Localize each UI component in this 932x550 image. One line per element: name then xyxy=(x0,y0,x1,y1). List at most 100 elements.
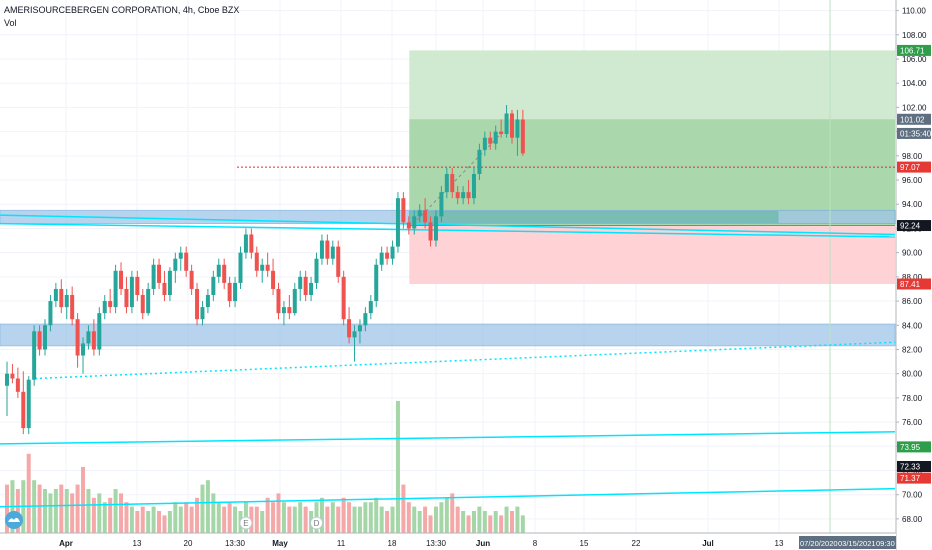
candle-body xyxy=(336,246,341,277)
candle-body xyxy=(233,282,238,302)
zones-layer xyxy=(0,0,896,533)
candle-body xyxy=(292,288,297,314)
volume-bar xyxy=(189,506,194,533)
volume-bar xyxy=(173,502,178,533)
price-badge[interactable] xyxy=(897,441,931,453)
candle-body xyxy=(162,282,167,296)
price-tick-label: 76.00 xyxy=(902,418,923,427)
time-tick-label: 13:30 xyxy=(225,539,246,548)
trendlines-layer[interactable] xyxy=(0,127,896,508)
candle-body xyxy=(15,378,20,392)
time-tick-label: 8 xyxy=(533,539,538,548)
volume-bar xyxy=(341,497,346,533)
volume-indicator-label[interactable]: Vol xyxy=(4,18,17,28)
candle-body xyxy=(265,264,270,271)
volume-bar xyxy=(64,489,69,533)
volume-bar xyxy=(216,502,221,533)
candle-body xyxy=(303,276,308,296)
symbol-title[interactable]: AMERISOURCEBERGEN CORPORATION, 4h, Cboe … xyxy=(4,5,240,15)
candle-body xyxy=(281,307,286,314)
candle-body xyxy=(439,192,444,217)
date-range-badge[interactable] xyxy=(799,536,896,549)
price-badge[interactable] xyxy=(897,44,931,56)
price-badge[interactable] xyxy=(897,220,931,232)
volume-bar xyxy=(374,497,379,533)
volume-bar xyxy=(401,484,406,533)
volume-bar xyxy=(108,497,113,533)
volume-bar xyxy=(146,511,151,533)
trendline-lower-2[interactable] xyxy=(0,487,896,508)
candle-body xyxy=(347,319,352,338)
event-marker[interactable] xyxy=(239,516,253,530)
event-marker[interactable] xyxy=(310,516,324,530)
support-zone-2 xyxy=(0,323,896,347)
candle-body xyxy=(211,276,216,296)
price-badge[interactable] xyxy=(897,113,931,125)
price-badge[interactable] xyxy=(897,161,931,173)
candle-body xyxy=(195,288,200,320)
candle-body xyxy=(178,252,183,259)
price-badge-label: 106.71 xyxy=(900,46,925,55)
trendline-upper[interactable] xyxy=(0,214,896,236)
volume-bar xyxy=(53,489,58,533)
time-axis[interactable]: Apr 13 20 13:30 May 11 18 13:30 Jun 8 15 22 Jul 13 07/… xyxy=(0,532,896,550)
candle-body xyxy=(390,246,395,259)
price-axis-background xyxy=(896,0,932,550)
candle-body xyxy=(417,210,422,217)
trendline-rising-dotted[interactable] xyxy=(34,341,896,380)
volume-bar xyxy=(178,506,183,533)
volume-bar xyxy=(390,506,395,533)
candles-layer xyxy=(5,105,525,435)
price-badge[interactable] xyxy=(897,460,931,472)
volume-bar xyxy=(260,511,265,533)
candle-body xyxy=(423,210,428,223)
volume-bar xyxy=(433,506,438,533)
candle-body xyxy=(43,325,48,350)
time-tick-label: 13:30 xyxy=(426,539,447,548)
volume-bar xyxy=(184,502,189,533)
volume-layer xyxy=(5,401,525,533)
price-badge[interactable] xyxy=(897,278,931,290)
candle-body xyxy=(124,288,129,308)
position-loss-zone xyxy=(409,225,895,284)
price-badge[interactable] xyxy=(897,472,931,484)
candle-body xyxy=(471,173,476,199)
candle-body xyxy=(309,282,314,296)
candle-body xyxy=(167,270,172,296)
volume-bar xyxy=(385,511,390,533)
volume-bar xyxy=(488,515,493,533)
volume-bar xyxy=(233,506,238,533)
candle-body xyxy=(173,258,178,271)
volume-bar xyxy=(48,493,53,533)
price-tick-label: 102.00 xyxy=(902,103,927,112)
candle-body xyxy=(395,198,400,247)
volume-bar xyxy=(412,506,417,533)
price-axis[interactable]: 68.0070.0072.0074.0076.0078.0080.0082.00… xyxy=(895,0,932,550)
price-badge-label: 101.02 xyxy=(900,115,925,124)
candle-body xyxy=(21,391,26,429)
price-tick-label: 70.00 xyxy=(902,491,923,500)
volume-bar xyxy=(482,511,487,533)
price-tick-label: 106.00 xyxy=(902,55,927,64)
volume-bar xyxy=(91,497,96,533)
volume-bar xyxy=(129,506,134,533)
trendline-lower-1[interactable] xyxy=(0,431,896,445)
trendline-upper-2[interactable] xyxy=(0,222,896,238)
candle-body xyxy=(374,264,379,302)
candle-body xyxy=(466,192,471,199)
candle-body xyxy=(48,301,53,326)
volume-bar xyxy=(59,484,64,533)
candle-body xyxy=(357,325,362,332)
candle-body xyxy=(97,313,102,350)
price-badge[interactable] xyxy=(897,127,931,139)
candle-body xyxy=(151,264,156,289)
volume-bar xyxy=(330,502,335,533)
candle-body xyxy=(135,276,140,296)
volume-bar xyxy=(119,493,124,533)
volume-bar xyxy=(5,484,9,533)
time-tick-label: 18 xyxy=(388,539,397,548)
candle-body xyxy=(450,173,455,193)
volume-bar xyxy=(157,511,162,533)
